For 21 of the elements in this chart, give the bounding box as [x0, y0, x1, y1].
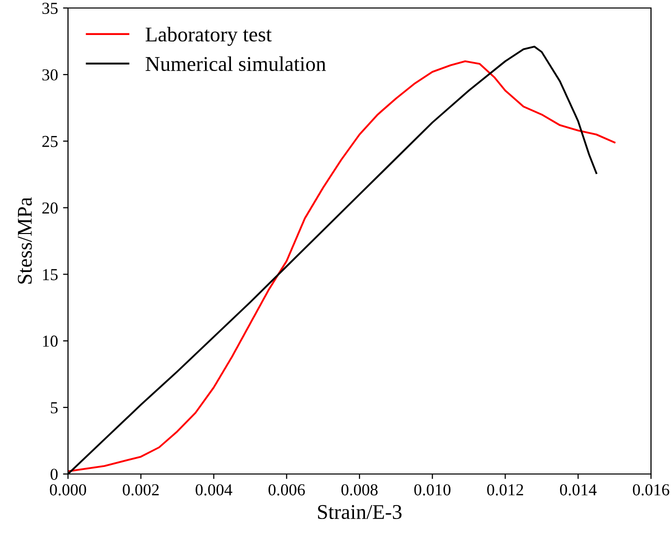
- y-tick-label: 5: [50, 402, 58, 414]
- y-tick-label: 20: [42, 202, 58, 214]
- x-tick-label: 0.006: [268, 484, 305, 496]
- x-tick-label: 0.016: [632, 484, 670, 496]
- x-tick-label: 0.012: [487, 484, 524, 496]
- x-tick-label: 0.000: [50, 484, 86, 496]
- y-tick-label: 30: [42, 69, 58, 81]
- y-axis-title: Stess/MPa: [18, 197, 32, 284]
- y-tick-label: 0: [50, 468, 58, 480]
- y-tick-label: 25: [42, 136, 58, 148]
- x-tick-label: 0.014: [560, 484, 597, 496]
- legend-label: Laboratory test: [146, 26, 272, 46]
- x-tick-label: 0.010: [414, 484, 450, 496]
- y-tick-label: 15: [43, 269, 58, 280]
- x-tick-label: 0.004: [196, 484, 232, 496]
- x-tick-label: 0.008: [341, 484, 378, 496]
- legend-label: Numerical simulation: [146, 56, 326, 72]
- x-axis-title: Strain/E-3: [318, 505, 402, 520]
- x-tick-label: 0.002: [122, 484, 159, 496]
- y-tick-label: 35: [42, 2, 58, 14]
- y-tick-label: 10: [43, 336, 58, 347]
